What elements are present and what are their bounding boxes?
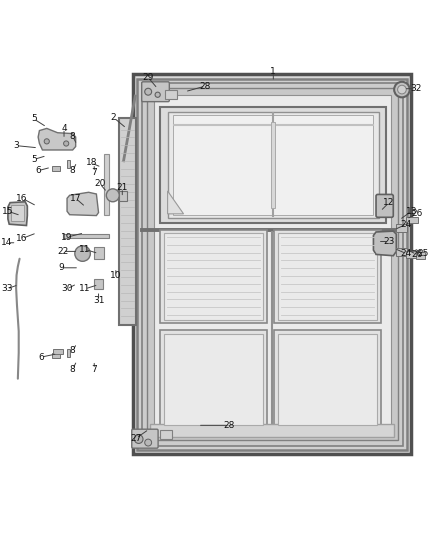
Text: 8: 8	[70, 166, 75, 175]
Circle shape	[44, 139, 49, 144]
Text: 30: 30	[61, 285, 73, 294]
Bar	[94, 279, 103, 289]
Text: 31: 31	[93, 296, 104, 305]
Text: 15: 15	[2, 207, 14, 216]
Bar	[160, 430, 172, 439]
Text: 19: 19	[61, 233, 73, 241]
Bar	[53, 353, 60, 358]
Bar	[164, 334, 263, 425]
Text: 6: 6	[35, 166, 41, 175]
Bar	[67, 160, 71, 168]
Text: 12: 12	[383, 198, 395, 207]
Circle shape	[155, 92, 160, 98]
Text: 18: 18	[85, 158, 97, 167]
Polygon shape	[67, 192, 99, 215]
Bar	[104, 154, 110, 215]
Text: 21: 21	[117, 183, 128, 192]
Text: 2: 2	[111, 113, 117, 122]
Circle shape	[75, 246, 90, 261]
FancyBboxPatch shape	[376, 195, 393, 217]
Bar	[160, 107, 386, 223]
Bar	[165, 90, 177, 99]
Text: 27: 27	[131, 434, 142, 443]
Bar	[11, 205, 24, 221]
Text: 28: 28	[199, 82, 211, 91]
Circle shape	[145, 439, 152, 446]
Text: 11: 11	[79, 245, 91, 254]
Polygon shape	[168, 191, 184, 214]
Text: 7: 7	[92, 168, 97, 177]
FancyBboxPatch shape	[119, 118, 136, 325]
Text: 1: 1	[270, 67, 276, 76]
Text: 8: 8	[70, 365, 75, 374]
Polygon shape	[38, 128, 76, 150]
Text: 9: 9	[58, 263, 64, 272]
Bar	[119, 191, 127, 201]
Bar	[396, 248, 407, 256]
Text: 13: 13	[406, 207, 417, 216]
Circle shape	[134, 435, 143, 443]
Text: 14: 14	[1, 238, 12, 247]
Text: 7: 7	[92, 365, 97, 374]
Text: 5: 5	[31, 115, 37, 124]
Bar	[133, 75, 411, 454]
Bar	[274, 230, 381, 324]
Circle shape	[64, 141, 69, 146]
Bar	[416, 252, 425, 259]
Bar	[173, 116, 374, 215]
Bar	[147, 88, 398, 440]
Bar	[406, 252, 418, 258]
Bar	[150, 424, 394, 437]
Polygon shape	[374, 231, 396, 256]
Bar	[53, 166, 60, 171]
Text: 20: 20	[94, 179, 106, 188]
Circle shape	[106, 189, 119, 202]
Bar	[63, 234, 110, 238]
Text: 10: 10	[110, 271, 122, 280]
Text: 4: 4	[61, 124, 67, 133]
Bar	[274, 330, 381, 429]
Text: 11: 11	[79, 285, 91, 294]
Polygon shape	[8, 202, 27, 225]
Circle shape	[145, 88, 152, 95]
Bar	[168, 112, 378, 218]
Text: 8: 8	[70, 132, 75, 141]
Bar	[142, 83, 403, 446]
Text: 26: 26	[411, 250, 422, 259]
Bar	[271, 122, 275, 208]
Text: 29: 29	[142, 73, 154, 82]
Circle shape	[394, 82, 410, 98]
Text: 6: 6	[38, 353, 44, 361]
Text: 28: 28	[224, 421, 235, 430]
Text: 8: 8	[70, 346, 75, 355]
Bar	[396, 224, 407, 232]
Bar	[160, 330, 267, 429]
Bar	[67, 349, 71, 357]
Text: 22: 22	[57, 247, 68, 256]
Bar	[406, 217, 418, 223]
Bar	[278, 334, 377, 425]
Text: 24: 24	[401, 249, 412, 258]
Bar	[278, 233, 377, 320]
Text: 25: 25	[418, 249, 429, 258]
Bar	[138, 79, 407, 450]
Text: 17: 17	[70, 194, 81, 203]
Text: 33: 33	[1, 285, 12, 294]
Bar	[94, 247, 104, 259]
Bar	[160, 230, 267, 324]
Text: 24: 24	[401, 220, 412, 229]
Text: 32: 32	[410, 84, 421, 93]
Text: 5: 5	[31, 155, 37, 164]
FancyBboxPatch shape	[142, 82, 170, 102]
Text: 16: 16	[16, 194, 28, 203]
Text: 3: 3	[14, 141, 19, 150]
Text: 16: 16	[16, 234, 28, 243]
Circle shape	[398, 85, 406, 94]
Text: 26: 26	[411, 209, 422, 219]
Bar	[164, 233, 263, 320]
FancyBboxPatch shape	[132, 429, 158, 448]
Text: 23: 23	[383, 237, 395, 246]
Bar	[53, 349, 63, 354]
Bar	[154, 95, 391, 433]
